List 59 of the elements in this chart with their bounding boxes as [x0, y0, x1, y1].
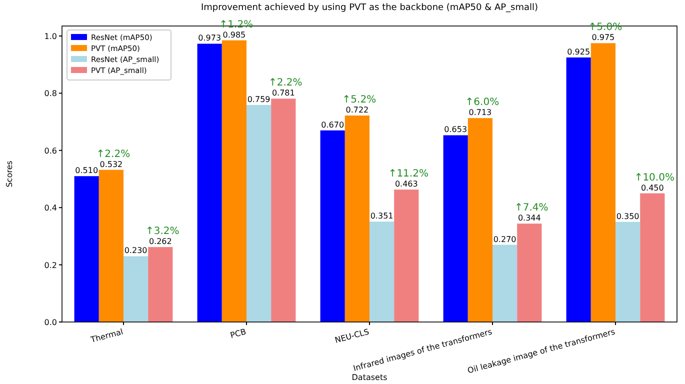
bar — [590, 43, 616, 322]
bar — [492, 244, 518, 322]
data-label: 0.713 — [468, 108, 492, 118]
data-label: 0.722 — [346, 106, 369, 115]
data-label: 0.532 — [100, 160, 123, 169]
data-label: 0.781 — [272, 88, 295, 98]
bar — [320, 130, 345, 322]
annotation: ↑3.2% — [146, 226, 180, 238]
y-tick-label: 0.2 — [44, 260, 57, 270]
data-label: 0.230 — [124, 246, 148, 256]
data-label: 0.653 — [444, 125, 468, 134]
data-label: 0.351 — [370, 212, 394, 221]
bar — [616, 222, 640, 322]
bar — [98, 170, 124, 322]
data-label: 0.670 — [321, 120, 344, 130]
y-tick-label: 0.8 — [44, 89, 57, 98]
chart-title: Improvement achieved by using PVT as the backbone (mAP50 & AP_small) — [200, 3, 538, 13]
data-label: 0.759 — [247, 94, 270, 104]
x-tick-label: Thermal — [88, 327, 124, 345]
bar — [640, 193, 665, 322]
bar — [74, 176, 99, 322]
y-axis-title: Scores — [5, 160, 14, 188]
y-tick-label: 0.4 — [44, 204, 57, 213]
x-axis-title: Datasets — [352, 373, 388, 382]
data-label: 0.450 — [640, 183, 664, 192]
bar — [344, 116, 370, 322]
data-label: 0.925 — [567, 47, 590, 56]
data-label: 0.262 — [148, 237, 172, 246]
data-label: 0.510 — [75, 166, 98, 176]
annotation: ↑7.4% — [514, 202, 548, 214]
annotation: ↑2.2% — [96, 148, 130, 160]
bar — [443, 135, 468, 322]
annotation: ↑11.2% — [388, 168, 428, 180]
bar — [271, 98, 296, 322]
data-label: 0.344 — [518, 214, 541, 223]
data-label: 0.975 — [592, 33, 615, 42]
bar — [517, 224, 542, 322]
annotation: ↑6.0% — [465, 97, 500, 108]
bar — [246, 104, 272, 322]
annotation: ↑5.2% — [342, 94, 376, 106]
bar — [370, 222, 394, 322]
bar — [566, 57, 591, 322]
y-tick-label: 0.0 — [44, 318, 57, 327]
data-label: 0.985 — [222, 30, 246, 40]
data-label: 0.270 — [493, 234, 516, 244]
bar — [124, 256, 148, 322]
bar — [148, 247, 173, 322]
annotation: ↑2.2% — [268, 78, 302, 89]
y-tick-label: 0.6 — [44, 146, 57, 156]
bar — [197, 44, 222, 322]
data-label: 0.350 — [616, 212, 640, 221]
bar — [394, 190, 419, 322]
annotation: ↑10.0% — [634, 172, 674, 184]
bar — [468, 118, 492, 322]
bar — [222, 40, 246, 322]
data-label: 0.463 — [394, 180, 418, 189]
x-tick-label: PCB — [229, 327, 248, 340]
data-label: 0.973 — [198, 34, 222, 43]
y-tick-label: 1.0 — [44, 32, 57, 42]
